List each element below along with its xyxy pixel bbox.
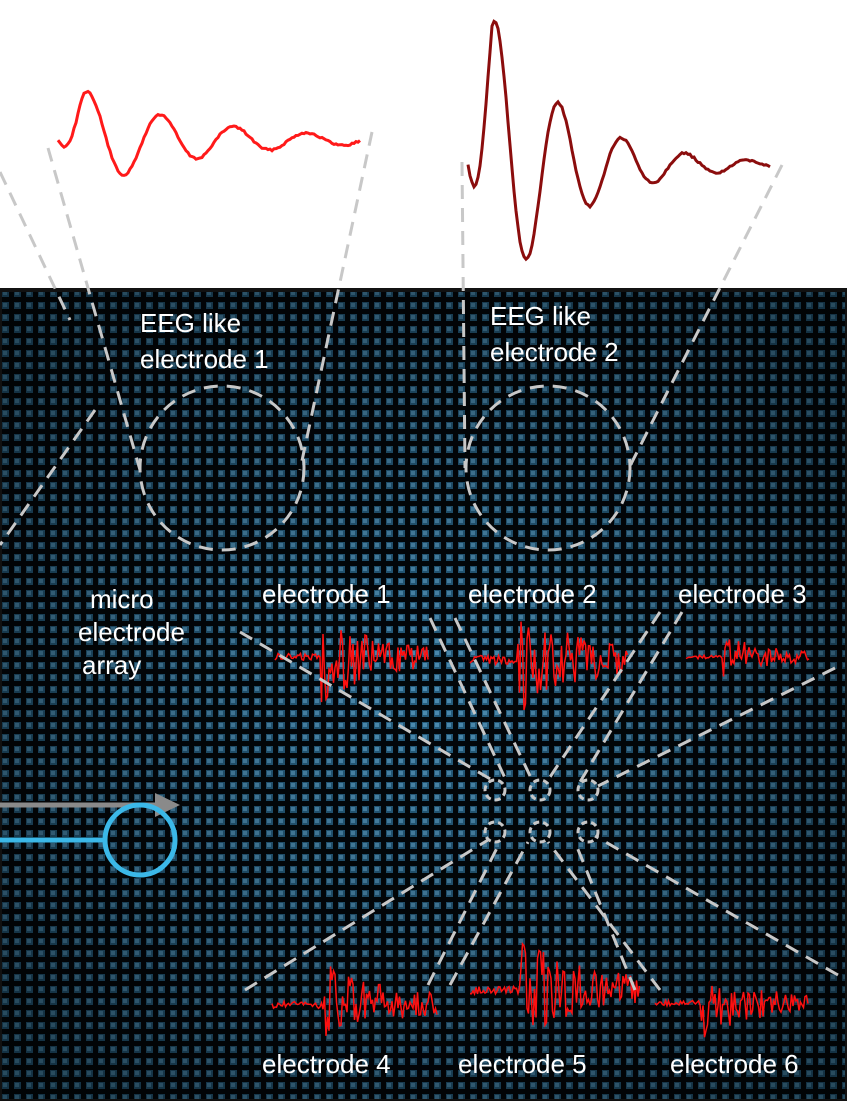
array-label: micro xyxy=(90,584,154,614)
eeg-label: electrode 2 xyxy=(490,337,619,367)
electrode-label: electrode 6 xyxy=(670,1049,799,1079)
array-shade xyxy=(0,290,847,1101)
electrode-label: electrode 1 xyxy=(262,579,391,609)
electrode-label: electrode 2 xyxy=(468,579,597,609)
electrode-label: electrode 5 xyxy=(458,1049,587,1079)
array-label: array xyxy=(82,650,141,680)
electrode-label: electrode 4 xyxy=(262,1049,391,1079)
eeg-trace xyxy=(58,92,360,176)
eeg-label: electrode 1 xyxy=(140,344,269,374)
eeg-label: EEG like xyxy=(490,301,591,331)
array-label: electrode xyxy=(78,617,185,647)
electrode-label: electrode 3 xyxy=(678,579,807,609)
figure: EEG like electrode 1 EEG like electrode … xyxy=(0,0,847,1101)
eeg-label: EEG like xyxy=(140,308,241,338)
eeg-trace xyxy=(468,21,770,259)
